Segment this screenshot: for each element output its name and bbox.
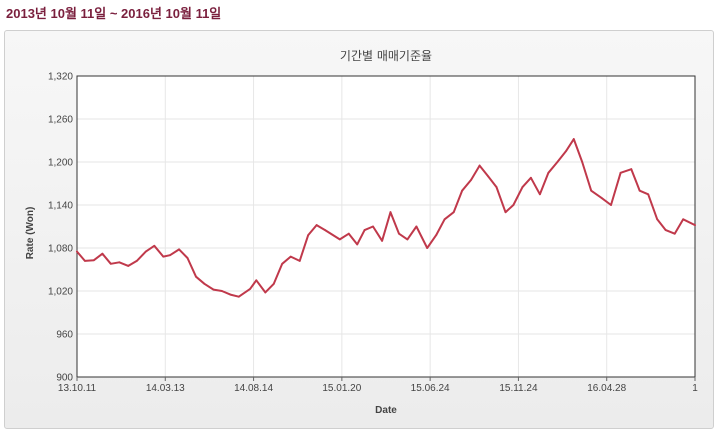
y-tick-label: 1,020 — [48, 287, 73, 298]
plot-border — [76, 75, 696, 378]
x-tick-label: 15.11.24 — [499, 383, 538, 394]
x-tick-label: 16.04.28 — [587, 383, 626, 394]
x-tick-label: 14.08.14 — [234, 383, 273, 394]
x-tick-label: 15.01.20 — [322, 383, 361, 394]
series-line — [76, 138, 696, 298]
y-axis-title: Rate (Won) — [25, 207, 36, 260]
y-tick-label: 900 — [56, 373, 73, 384]
y-tick-label: 1,140 — [48, 201, 73, 212]
y-tick-label: 1,260 — [48, 115, 73, 126]
y-tick-label: 1,080 — [48, 244, 73, 255]
y-tick-label: 960 — [56, 330, 73, 341]
x-tick-label: 13.10.11 — [58, 383, 97, 394]
y-tick-label: 1,320 — [48, 72, 73, 83]
x-tick-label: 14.03.13 — [146, 383, 185, 394]
y-axis-ticks: 900 960 1,020 1,080 1,140 1,200 1,260 1,320 — [48, 72, 73, 384]
x-tick-label: 15.06.24 — [411, 383, 450, 394]
chart-title: 기간별 매매기준율 — [340, 49, 432, 63]
x-axis-title: Date — [375, 405, 397, 416]
date-range-header: 2013년 10월 11일 ~ 2016년 10월 11일 — [6, 6, 222, 21]
y-tick-label: 1,200 — [48, 158, 73, 169]
x-tick-label: 1 — [692, 383, 698, 394]
chart-series — [76, 138, 696, 298]
x-axis-ticks: 13.10.11 14.03.13 14.08.14 15.01.20 15.06.24… — [58, 377, 698, 394]
chart-grid — [76, 75, 696, 378]
